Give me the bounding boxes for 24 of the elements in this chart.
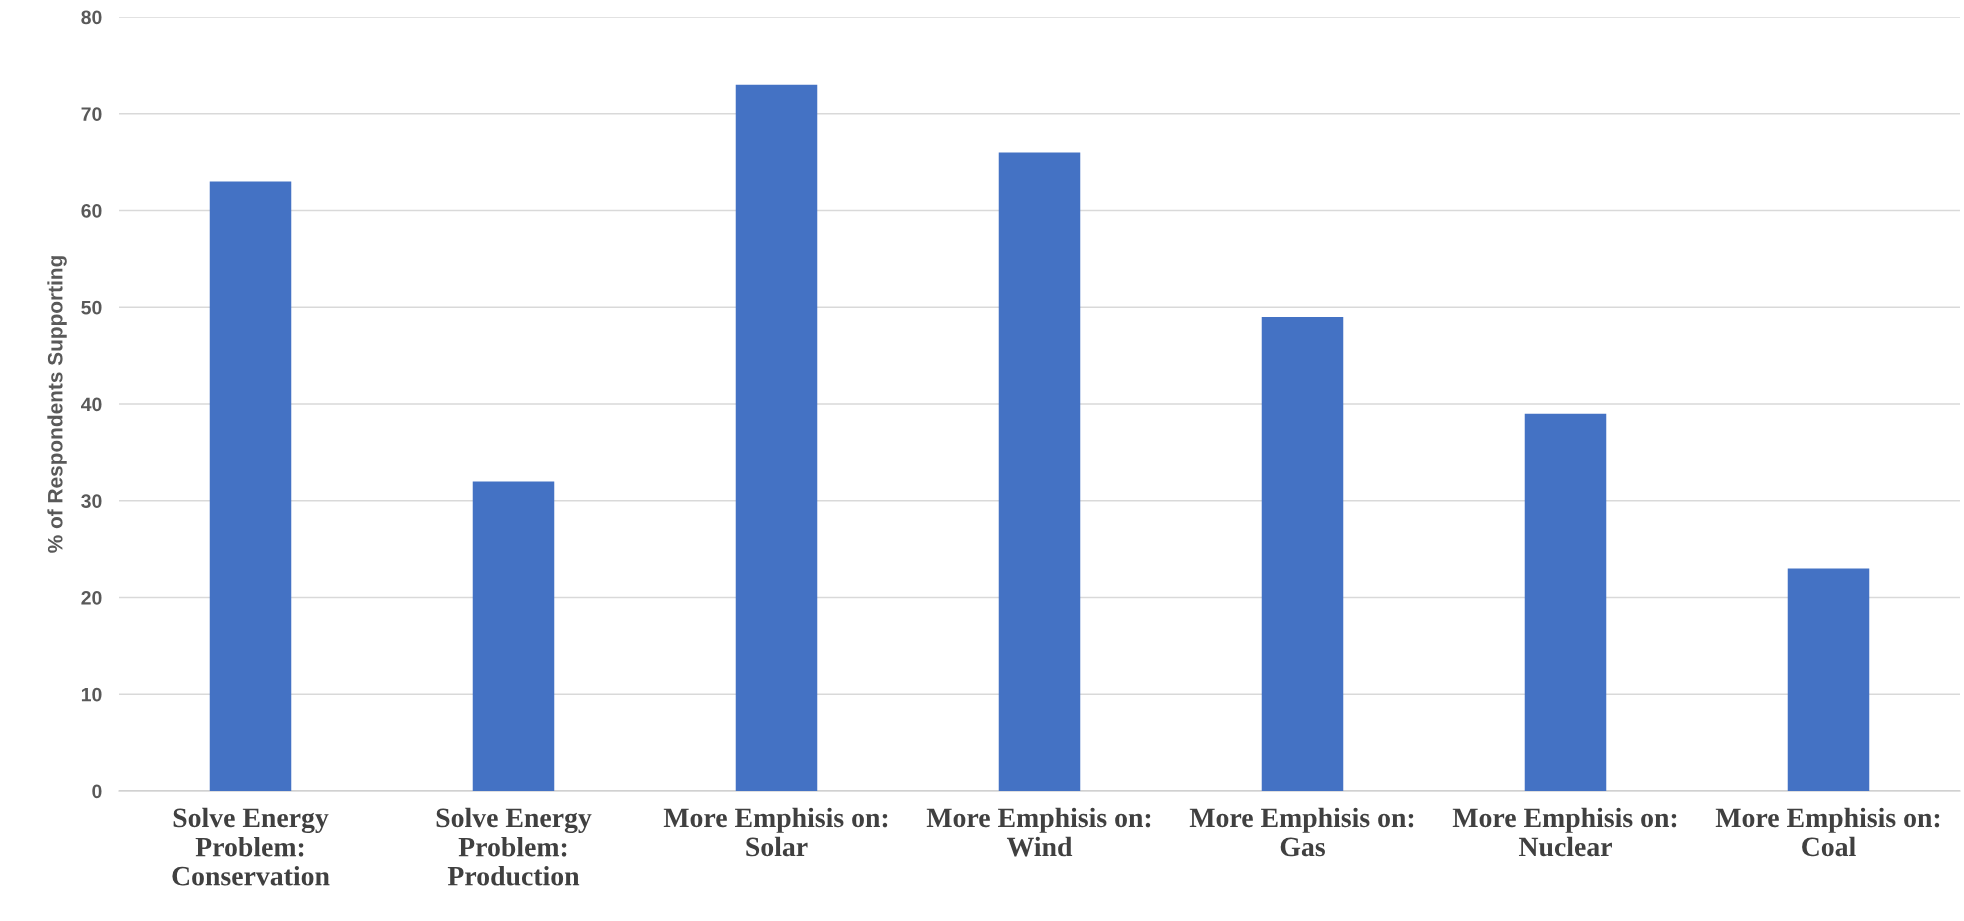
bar [735,84,818,791]
x-tick-label: More Emphisis on: Coal [1715,807,1940,857]
bar [1261,316,1344,791]
bar [1787,568,1870,791]
bar [1524,413,1607,791]
y-tick-label: 60 [81,203,102,218]
bar [998,152,1081,791]
x-tick-label: More Emphisis on: Gas [1189,807,1414,857]
y-tick-label: 0 [92,784,102,799]
y-tick-label: 30 [81,494,102,509]
y-axis-title: % of Respondents Supporting [47,256,67,553]
x-tick-label: More Emphisis on: Wind [926,807,1151,857]
x-tick-label: Solve Energy Problem: Production [436,807,592,886]
bar [209,181,292,791]
y-tick-label: 20 [81,590,102,605]
y-tick-label: 70 [81,107,102,121]
x-tick-label: More Emphisis on: Solar [663,807,888,857]
x-tick-label: More Emphisis on: Nuclear [1452,807,1677,857]
y-tick-label: 80 [81,10,102,25]
x-tick-label: Solve Energy Problem: Conservation [172,807,330,886]
y-tick-label: 50 [81,300,102,315]
bar [472,481,555,791]
y-tick-label: 40 [81,397,102,412]
y-tick-label: 10 [81,687,102,702]
